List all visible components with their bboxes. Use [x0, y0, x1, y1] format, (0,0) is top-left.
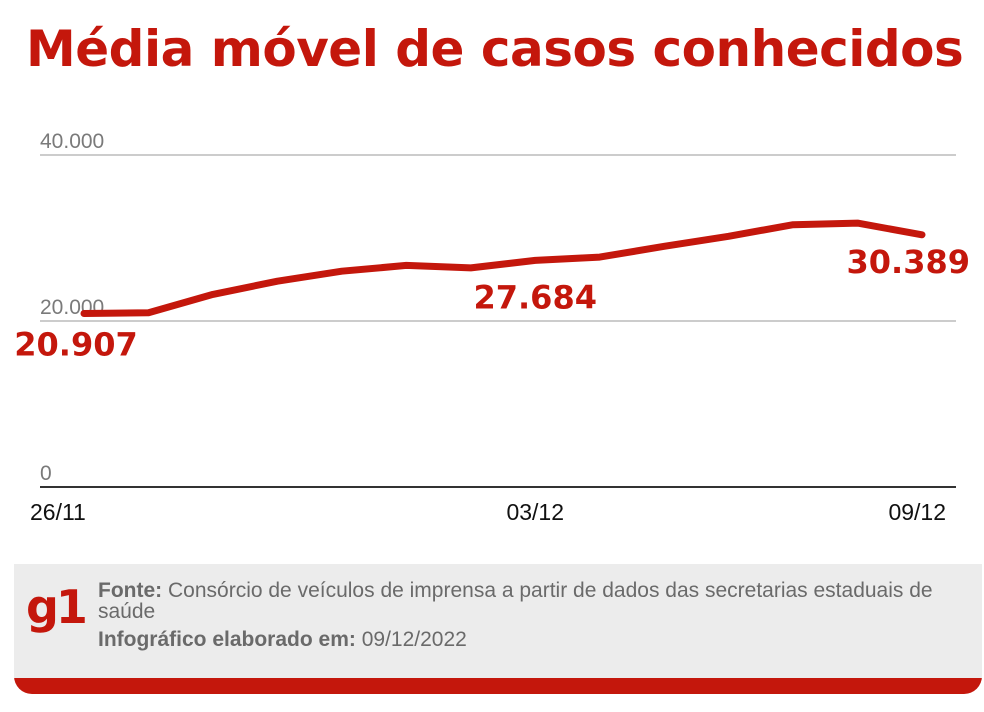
source-label: Fonte:: [98, 579, 163, 602]
data-label: 27.684: [473, 278, 596, 316]
source-notes: Fonte: Consórcio de veículos de imprensa…: [98, 580, 958, 650]
x-tick-label: 09/12: [888, 499, 946, 525]
data-label: 20.907: [14, 325, 137, 363]
g1-logo: g1: [26, 580, 88, 634]
footer-accent-bar: [14, 678, 982, 694]
data-label: 30.389: [847, 243, 970, 281]
series-line: [80, 219, 926, 317]
data-label-layer: 20.907 27.684 30.389: [14, 243, 970, 364]
series-layer: [80, 219, 926, 317]
date-value: 09/12/2022: [361, 628, 467, 651]
y-tick-label: 0: [40, 462, 52, 485]
source-footer: g1 Fonte: Consórcio de veículos de impre…: [14, 564, 982, 694]
chart-title: Média móvel de casos conhecidos: [26, 20, 964, 78]
x-tick-label: 26/11: [30, 499, 86, 525]
source-text: Consórcio de veículos de imprensa a part…: [98, 579, 933, 623]
date-label: Infográfico elaborado em:: [98, 628, 356, 651]
y-tick-label: 40.000: [40, 130, 104, 153]
x-tick-label: 03/12: [506, 499, 564, 525]
